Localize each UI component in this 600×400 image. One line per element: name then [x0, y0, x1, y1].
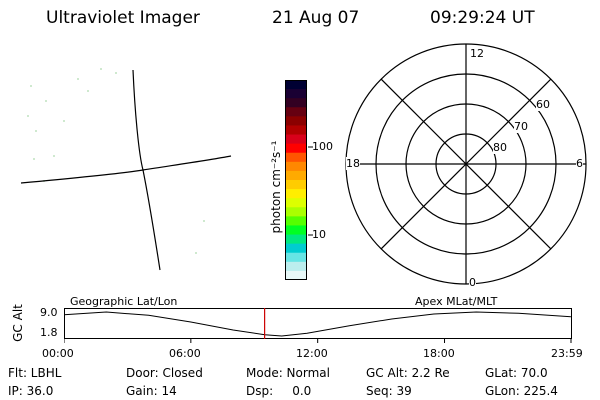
status-glat: GLat: 70.0	[485, 366, 548, 380]
status-seq: Seq: 39	[366, 384, 412, 398]
colorbar-segment	[285, 261, 307, 272]
colorbar-segment	[285, 198, 307, 208]
status-gain: Gain: 14	[126, 384, 177, 398]
colorbar-segment	[285, 98, 307, 108]
colorbar-segment	[285, 134, 307, 145]
mlt-label-6: 6	[576, 157, 583, 170]
time-tick-0000: 00:00	[42, 347, 74, 360]
time-label: 09:29:24 UT	[430, 8, 535, 28]
mlat-label-60: 60	[536, 98, 550, 111]
colorbar-segment	[285, 207, 307, 217]
colorbar-tick-10: 10	[312, 228, 326, 241]
colorbar-segment	[285, 225, 307, 236]
status-glon: GLon: 225.4	[485, 384, 558, 398]
colorbar-segment	[285, 243, 307, 254]
altitude-plot-frame	[64, 308, 572, 339]
color-scale-bar	[285, 80, 307, 280]
colorbar-segment	[285, 270, 307, 280]
colorbar-segment	[285, 170, 307, 181]
altitude-tick-max: 9.0	[40, 306, 58, 319]
colorbar-segment	[285, 125, 307, 136]
mlat-label-70: 70	[514, 120, 528, 133]
colorbar-segment	[285, 180, 307, 190]
geographic-image-panel	[20, 68, 232, 271]
colorbar-segment	[285, 89, 307, 99]
altitude-tick-min: 1.8	[40, 326, 58, 339]
geographic-latlon-label: Geographic Lat/Lon	[70, 295, 178, 308]
instrument-title: Ultraviolet Imager	[46, 8, 200, 28]
mlt-label-18: 18	[346, 157, 360, 170]
polar-mlt-grid	[345, 43, 587, 285]
colorbar-segment	[285, 143, 307, 154]
status-ip: IP: 36.0	[8, 384, 54, 398]
date-label: 21 Aug 07	[272, 8, 360, 28]
time-tick-1800: 18:00	[423, 347, 455, 360]
time-tick-2359: 23:59	[551, 347, 583, 360]
apex-mlat-mlt-label: Apex MLat/MLT	[415, 295, 498, 308]
colorbar-segment	[285, 80, 307, 90]
colorbar-segment	[285, 234, 307, 245]
colorbar-segment	[285, 116, 307, 126]
polar-diagonal-b	[380, 78, 552, 250]
mlat-label-80: 80	[493, 141, 507, 154]
colorbar-segment	[285, 189, 307, 199]
latitude-line	[20, 155, 232, 184]
colorbar-segment	[285, 252, 307, 263]
colorbar-tick-100: 100	[312, 140, 333, 153]
time-tick-1200: 12:00	[296, 347, 328, 360]
time-tick-0600: 06:00	[169, 347, 201, 360]
altitude-curve	[64, 311, 571, 337]
colorbar-segment	[285, 216, 307, 226]
status-mode: Mode: Normal	[246, 366, 330, 380]
colorbar-tick-marks	[308, 146, 313, 236]
status-filter: Flt: LBHL	[8, 366, 62, 380]
mlt-label-0: 0	[469, 276, 476, 289]
mlt-label-12: 12	[470, 47, 484, 60]
colorbar-segment	[285, 161, 307, 172]
status-dsp: Dsp: 0.0	[246, 384, 312, 398]
status-door: Door: Closed	[126, 366, 203, 380]
colorbar-segment	[285, 107, 307, 117]
altitude-axis-label: GC Alt	[11, 304, 25, 342]
faint-emission-dots	[27, 68, 205, 254]
colorbar-label: photon cm⁻²s⁻¹	[269, 140, 283, 234]
status-gc-alt: GC Alt: 2.2 Re	[366, 366, 450, 380]
altitude-plot	[64, 308, 572, 343]
colorbar-segment	[285, 152, 307, 163]
colorbar-frame	[285, 80, 307, 280]
